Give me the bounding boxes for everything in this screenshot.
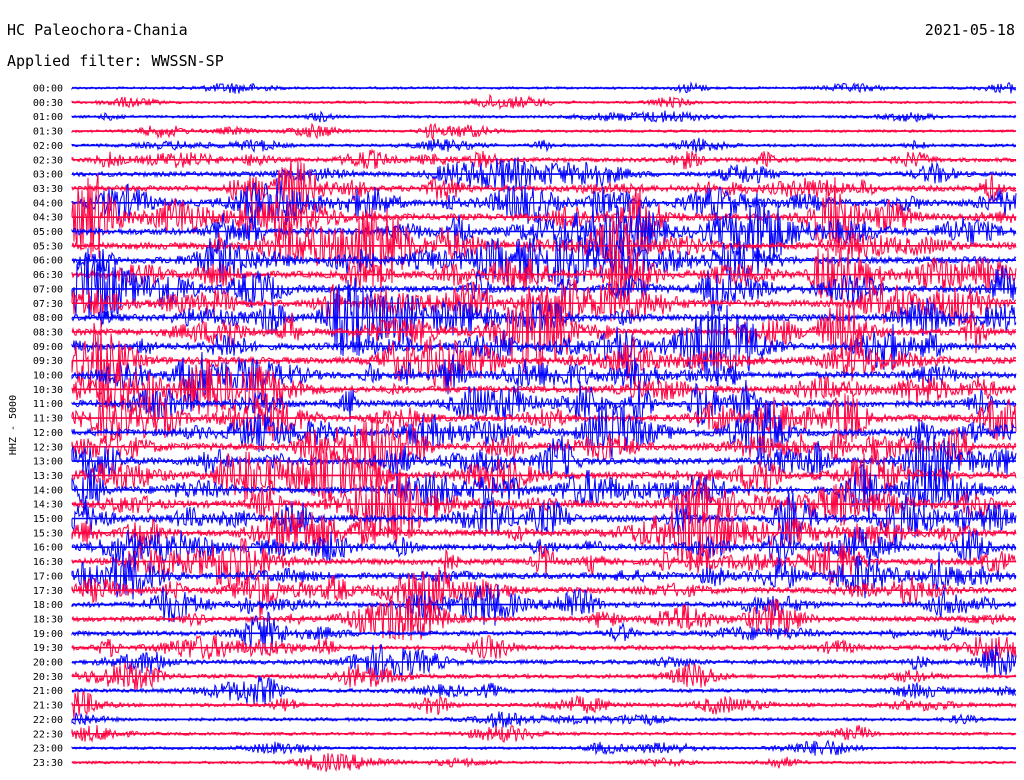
- trace-row: [71, 278, 1016, 327]
- row-time-label: 04:00: [33, 198, 63, 209]
- trace-row: [71, 159, 1017, 219]
- row-time-label: 17:00: [33, 571, 63, 582]
- station-title: HC Paleochora-Chania: [7, 21, 188, 39]
- row-time-label: 14:00: [33, 485, 63, 496]
- row-time-label: 11:30: [33, 414, 63, 425]
- row-time-label: 19:00: [33, 629, 63, 640]
- row-time-label: 21:00: [33, 686, 63, 697]
- row-time-label: 23:30: [33, 758, 63, 769]
- row-time-label: 07:30: [33, 299, 63, 310]
- row-time-label: 09:30: [33, 356, 63, 367]
- row-time-label: 22:30: [33, 729, 63, 740]
- row-time-label: 02:00: [33, 141, 63, 152]
- row-time-label: 01:00: [33, 112, 63, 123]
- trace-row: [71, 431, 1017, 493]
- row-time-label: 21:30: [33, 701, 63, 712]
- row-time-label: 04:30: [33, 213, 63, 224]
- trace-row: [71, 635, 1017, 663]
- row-time-label: 16:00: [33, 543, 63, 554]
- row-time-label: 03:00: [33, 170, 63, 181]
- row-time-label: 19:30: [33, 643, 63, 654]
- row-time-label: 05:30: [33, 241, 63, 252]
- row-time-label: 14:30: [33, 500, 63, 511]
- row-time-label: 08:30: [33, 327, 63, 338]
- row-time-label: 01:30: [33, 127, 63, 138]
- row-time-label: 18:00: [33, 600, 63, 611]
- row-time-label: 12:30: [33, 442, 63, 453]
- row-time-label: 03:30: [33, 184, 63, 195]
- trace-row: [71, 462, 1017, 520]
- date-label: 2021-05-18: [925, 21, 1015, 39]
- trace-row: [71, 551, 1017, 600]
- trace-row: [71, 566, 1017, 618]
- traces-group: [71, 81, 1017, 772]
- tick-labels-group: 00:00 00:30 01:00 01:30 02:00 02:30 03:00 03:30…: [33, 84, 63, 769]
- row-time-label: 10:00: [33, 371, 63, 382]
- row-time-label: 20:30: [33, 672, 63, 683]
- trace-row: [71, 320, 1017, 407]
- y-axis-label: HHZ - 5000: [8, 395, 19, 455]
- row-time-label: 13:30: [33, 471, 63, 482]
- row-time-label: 08:00: [33, 313, 63, 324]
- row-time-label: 07:00: [33, 284, 63, 295]
- row-time-label: 05:00: [33, 227, 63, 238]
- row-time-label: 02:30: [33, 155, 63, 166]
- row-time-label: 23:00: [33, 744, 63, 755]
- row-time-label: 20:00: [33, 658, 63, 669]
- row-time-label: 16:30: [33, 557, 63, 568]
- row-time-label: 12:00: [33, 428, 63, 439]
- trace-row: [71, 492, 1017, 553]
- row-time-label: 11:00: [33, 399, 63, 410]
- row-time-label: 00:30: [33, 98, 63, 109]
- row-time-label: 00:00: [33, 84, 63, 95]
- row-time-label: 10:30: [33, 385, 63, 396]
- trace-row: [71, 537, 1017, 589]
- trace-row: [71, 675, 1017, 705]
- trace-row: [71, 393, 1017, 444]
- filter-label: Applied filter: WWSSN-SP: [7, 52, 224, 70]
- row-time-label: 06:30: [33, 270, 63, 281]
- row-time-label: 13:00: [33, 457, 63, 468]
- row-time-label: 17:30: [33, 586, 63, 597]
- row-time-label: 18:30: [33, 614, 63, 625]
- trace-row: [71, 611, 1017, 651]
- row-time-label: 15:00: [33, 514, 63, 525]
- row-time-label: 22:00: [33, 715, 63, 726]
- row-time-label: 15:30: [33, 528, 63, 539]
- row-time-label: 06:00: [33, 256, 63, 267]
- row-time-label: 09:00: [33, 342, 63, 353]
